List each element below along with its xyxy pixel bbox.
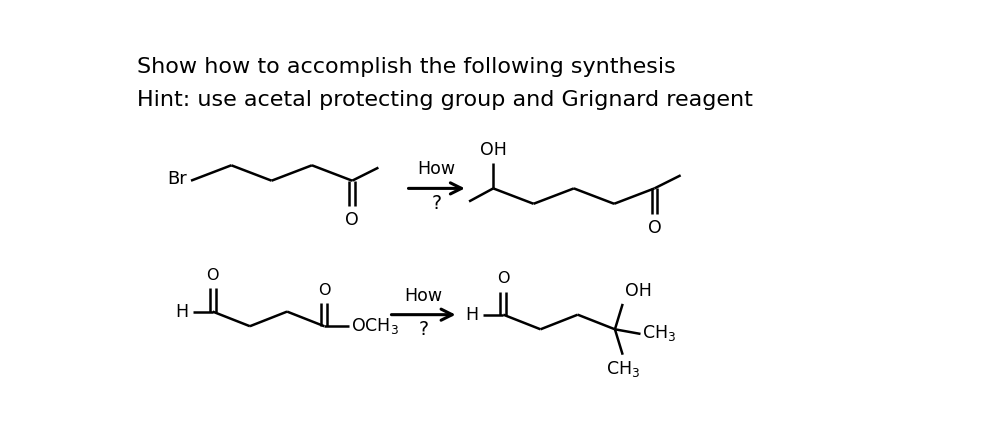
Text: O: O [345, 211, 359, 229]
Text: OH: OH [625, 282, 652, 300]
Text: O: O [206, 268, 219, 283]
Text: O: O [318, 283, 330, 298]
Text: O: O [497, 271, 510, 286]
Text: CH$_3$: CH$_3$ [642, 323, 676, 343]
Text: Br: Br [167, 170, 187, 188]
Text: O: O [648, 219, 662, 237]
Text: Show how to accomplish the following synthesis: Show how to accomplish the following syn… [137, 58, 676, 77]
Text: How: How [404, 287, 442, 305]
Text: ?: ? [418, 320, 428, 339]
Text: Hint: use acetal protecting group and Grignard reagent: Hint: use acetal protecting group and Gr… [137, 90, 753, 110]
Text: How: How [417, 160, 455, 178]
Text: CH$_3$: CH$_3$ [606, 358, 640, 379]
Text: H: H [175, 303, 188, 320]
Text: OH: OH [479, 141, 507, 159]
Text: ?: ? [431, 194, 441, 213]
Text: OCH$_3$: OCH$_3$ [350, 316, 398, 336]
Text: H: H [465, 306, 478, 324]
